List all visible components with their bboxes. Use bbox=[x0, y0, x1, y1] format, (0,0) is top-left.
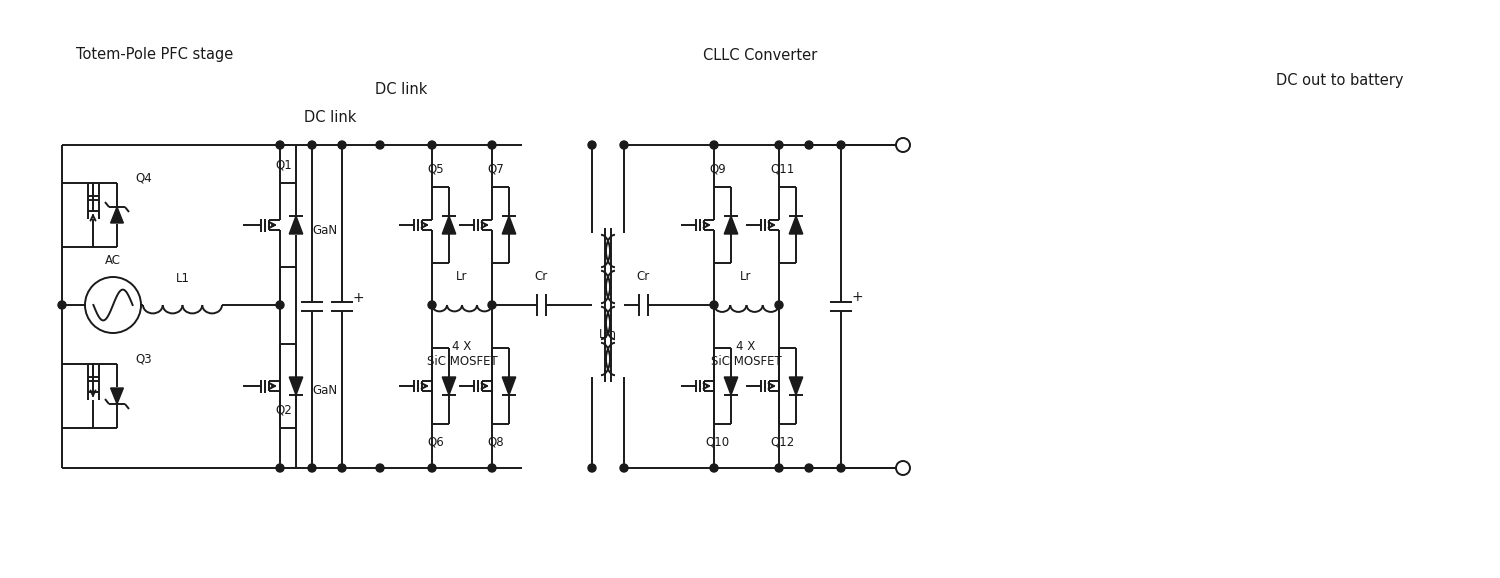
Polygon shape bbox=[724, 377, 738, 395]
Circle shape bbox=[276, 464, 284, 472]
Text: Lm: Lm bbox=[598, 328, 616, 342]
Polygon shape bbox=[290, 216, 303, 234]
Text: L1: L1 bbox=[176, 272, 189, 286]
Text: Cr: Cr bbox=[636, 271, 650, 283]
Text: DC link: DC link bbox=[304, 109, 357, 124]
Circle shape bbox=[376, 464, 384, 472]
Text: Q10: Q10 bbox=[705, 435, 729, 449]
Text: CLLC Converter: CLLC Converter bbox=[704, 47, 818, 62]
Circle shape bbox=[896, 138, 910, 152]
Circle shape bbox=[710, 301, 718, 309]
Polygon shape bbox=[503, 216, 516, 234]
Text: 4 X
SiC MOSFET: 4 X SiC MOSFET bbox=[426, 340, 498, 368]
Text: Q7: Q7 bbox=[488, 162, 504, 176]
Text: GaN: GaN bbox=[312, 224, 338, 236]
Circle shape bbox=[58, 301, 66, 309]
Text: AC: AC bbox=[105, 254, 122, 268]
Circle shape bbox=[710, 141, 718, 149]
Text: Q3: Q3 bbox=[135, 353, 152, 365]
Circle shape bbox=[837, 141, 844, 149]
Circle shape bbox=[308, 464, 316, 472]
Text: Q6: Q6 bbox=[427, 435, 444, 449]
Text: Q1: Q1 bbox=[274, 158, 291, 172]
Text: Q8: Q8 bbox=[488, 435, 504, 449]
Circle shape bbox=[620, 464, 628, 472]
Circle shape bbox=[86, 277, 141, 333]
Circle shape bbox=[488, 301, 496, 309]
Circle shape bbox=[276, 301, 284, 309]
Text: +: + bbox=[352, 291, 364, 305]
Text: Lr: Lr bbox=[741, 271, 752, 283]
Circle shape bbox=[338, 464, 346, 472]
Circle shape bbox=[338, 141, 346, 149]
Text: DC link: DC link bbox=[375, 83, 427, 98]
Circle shape bbox=[588, 141, 596, 149]
Polygon shape bbox=[442, 377, 456, 395]
Text: Q5: Q5 bbox=[427, 162, 444, 176]
Text: Q2: Q2 bbox=[274, 403, 291, 417]
Circle shape bbox=[776, 301, 783, 309]
Circle shape bbox=[488, 464, 496, 472]
Polygon shape bbox=[724, 216, 738, 234]
Circle shape bbox=[488, 141, 496, 149]
Circle shape bbox=[276, 141, 284, 149]
Polygon shape bbox=[111, 388, 123, 404]
Circle shape bbox=[588, 464, 596, 472]
Circle shape bbox=[427, 464, 436, 472]
Polygon shape bbox=[442, 216, 456, 234]
Text: Cr: Cr bbox=[534, 271, 548, 283]
Circle shape bbox=[806, 464, 813, 472]
Circle shape bbox=[776, 141, 783, 149]
Text: GaN: GaN bbox=[312, 384, 338, 398]
Text: 4 X
SiC MOSFET: 4 X SiC MOSFET bbox=[711, 340, 782, 368]
Circle shape bbox=[776, 464, 783, 472]
Circle shape bbox=[710, 464, 718, 472]
Text: Q9: Q9 bbox=[710, 162, 726, 176]
Circle shape bbox=[376, 141, 384, 149]
Text: DC out to battery: DC out to battery bbox=[1276, 72, 1404, 87]
Text: Totem-Pole PFC stage: Totem-Pole PFC stage bbox=[76, 47, 234, 62]
Text: Q4: Q4 bbox=[135, 172, 152, 184]
Circle shape bbox=[427, 141, 436, 149]
Polygon shape bbox=[789, 216, 802, 234]
Text: Lr: Lr bbox=[456, 271, 468, 283]
Circle shape bbox=[806, 141, 813, 149]
Polygon shape bbox=[503, 377, 516, 395]
Circle shape bbox=[427, 301, 436, 309]
Polygon shape bbox=[111, 207, 123, 223]
Circle shape bbox=[620, 141, 628, 149]
Text: Q12: Q12 bbox=[771, 435, 795, 449]
Circle shape bbox=[308, 141, 316, 149]
Circle shape bbox=[837, 464, 844, 472]
Polygon shape bbox=[789, 377, 802, 395]
Text: +: + bbox=[850, 290, 862, 304]
Circle shape bbox=[896, 461, 910, 475]
Text: Q11: Q11 bbox=[771, 162, 795, 176]
Polygon shape bbox=[290, 377, 303, 395]
